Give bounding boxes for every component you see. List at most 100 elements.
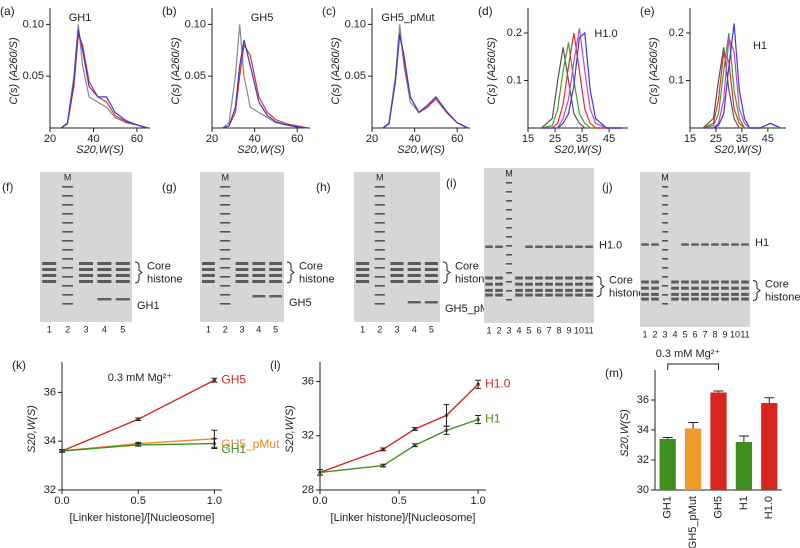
core-label: Core	[147, 260, 171, 272]
band	[731, 280, 739, 284]
ladder-band	[62, 231, 74, 233]
linker-label: GH1	[137, 300, 160, 312]
lane-number: 10	[574, 325, 584, 335]
error-bar	[411, 443, 418, 448]
band	[525, 293, 533, 297]
band	[424, 280, 438, 283]
band	[741, 286, 749, 290]
band	[651, 280, 659, 284]
y-tick-label: 36	[302, 375, 314, 387]
lane-number: 4	[516, 325, 521, 335]
y-axis-label: S20,W(S)	[619, 409, 631, 457]
y-axis-label: C(s) (A260/S)	[170, 37, 182, 105]
band	[390, 262, 404, 265]
error-bar	[662, 437, 673, 439]
error-bar	[443, 404, 450, 427]
band	[485, 245, 493, 248]
y-tick-label: 0.2	[669, 27, 684, 39]
band	[691, 297, 699, 301]
marker-label: M	[376, 172, 384, 182]
band	[390, 268, 404, 271]
band	[585, 293, 593, 297]
y-tick-label: 0.05	[345, 70, 366, 82]
panel-label: (m)	[605, 366, 623, 380]
linker-label: H1.0	[599, 239, 622, 251]
panel-label: (e)	[640, 4, 655, 18]
y-tick-label: 0.10	[185, 18, 206, 30]
ladder-band	[374, 195, 385, 197]
band	[651, 286, 659, 290]
band	[545, 245, 553, 248]
band	[585, 282, 593, 286]
band	[525, 282, 533, 286]
y-tick-label: 0.1	[507, 74, 522, 86]
lane-number: 11	[740, 329, 749, 339]
lane-number: 4	[412, 324, 417, 334]
x-tick-label: 20	[44, 133, 56, 145]
series-line	[382, 34, 469, 129]
band	[202, 262, 215, 265]
band	[575, 293, 583, 297]
band	[535, 288, 543, 292]
ladder-band	[662, 222, 668, 224]
ladder-band	[506, 200, 512, 202]
band	[535, 293, 543, 297]
band	[701, 280, 709, 284]
band	[79, 274, 93, 277]
bar	[710, 392, 727, 490]
ladder-band	[506, 290, 512, 292]
band	[545, 276, 553, 280]
linker-label: H1	[755, 237, 769, 249]
ladder-band	[374, 294, 385, 296]
panel-label: (b)	[162, 4, 177, 18]
ladder-band	[506, 254, 512, 256]
band	[711, 280, 719, 284]
y-tick-label: 0.1	[669, 74, 684, 86]
ladder-band	[62, 186, 74, 188]
band	[555, 288, 563, 292]
band	[407, 262, 421, 265]
band	[565, 293, 573, 297]
band	[235, 280, 249, 283]
band	[545, 288, 553, 292]
y-tick-label: 36	[637, 394, 649, 406]
ladder-band	[374, 222, 385, 224]
x-tick-label: 0.5	[131, 495, 146, 507]
lane-number: 9	[722, 329, 727, 339]
ladder-band	[220, 213, 231, 215]
x-tick-label: 40	[248, 133, 260, 145]
y-axis-label: S20,W(S)	[284, 405, 296, 453]
series-label: H1.0	[485, 376, 511, 390]
y-tick-label: 34	[637, 424, 649, 436]
ladder-band	[62, 204, 74, 206]
x-axis-label: S20,W(S)	[714, 144, 762, 156]
band	[97, 262, 112, 265]
y-tick-label: 28	[302, 484, 314, 496]
ladder-band	[506, 299, 512, 301]
ladder-band	[374, 303, 385, 305]
ladder-band	[662, 213, 668, 215]
band	[97, 298, 112, 301]
band	[575, 276, 583, 280]
band	[424, 274, 438, 277]
error-bar	[211, 438, 218, 450]
band	[555, 245, 563, 248]
error-bar	[211, 377, 218, 383]
lane-number: 3	[83, 324, 88, 334]
ladder-band	[662, 249, 668, 251]
panel-label: (d)	[478, 4, 493, 18]
x-tick-label: 25	[710, 133, 722, 145]
linker-label: GH5	[289, 297, 312, 309]
band	[269, 268, 282, 271]
panel-label: (i)	[446, 176, 457, 190]
band	[252, 274, 266, 277]
ladder-band	[506, 245, 512, 247]
y-tick-label: 0.2	[507, 27, 522, 39]
band	[252, 280, 266, 283]
ladder-band	[662, 186, 668, 188]
band	[641, 297, 649, 301]
x-tick-label: H1	[738, 496, 750, 510]
lane-number: 4	[672, 329, 677, 339]
band	[390, 280, 404, 283]
annotation: 0.3 mM Mg²⁺	[656, 348, 721, 360]
